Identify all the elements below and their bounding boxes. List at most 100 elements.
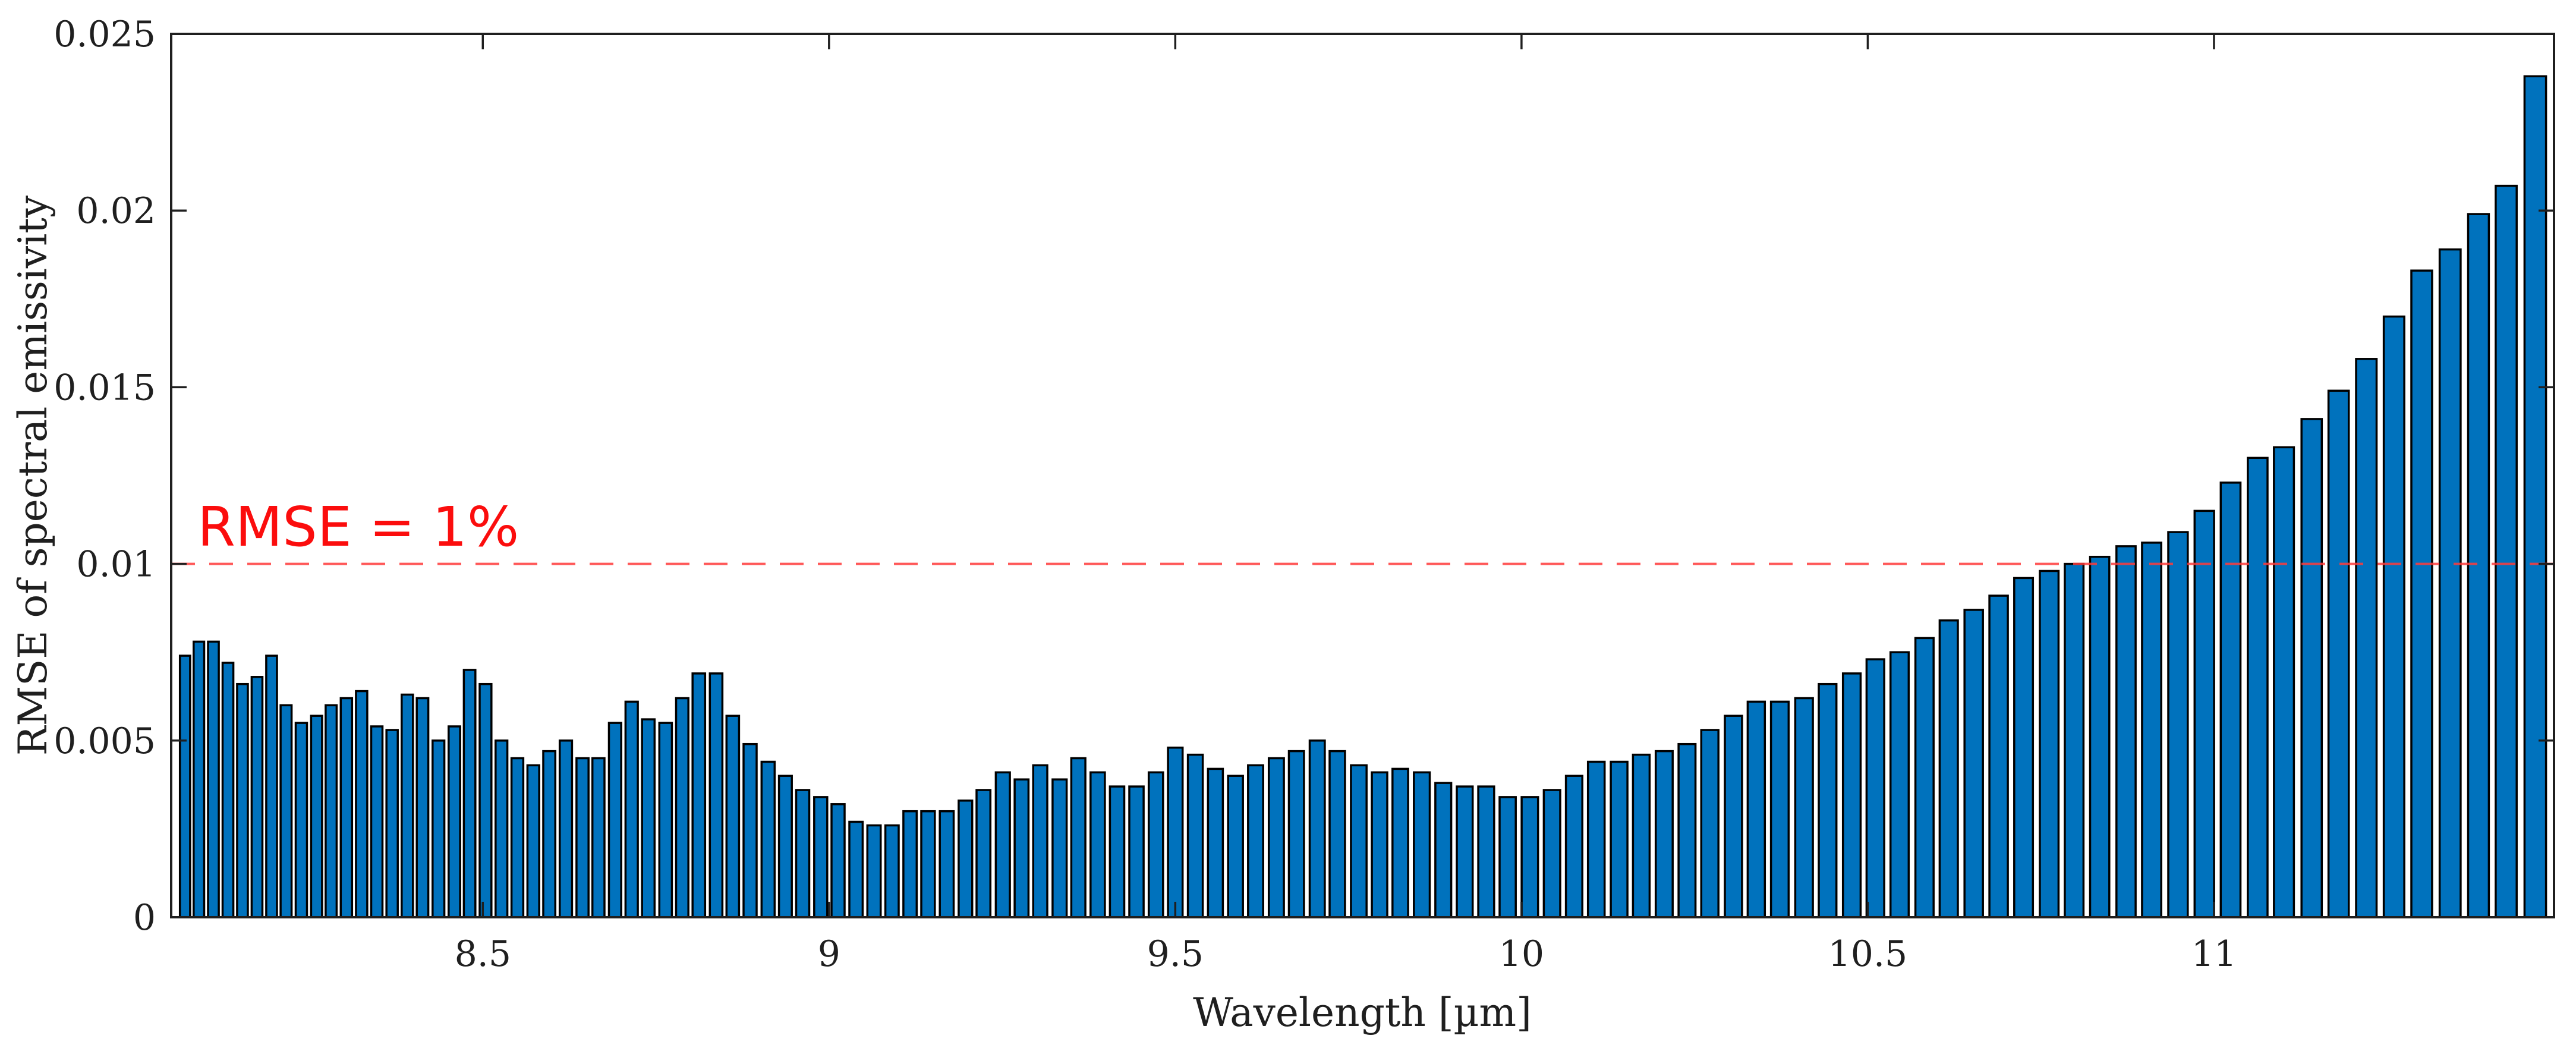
bar [708,672,724,918]
bar [1841,672,1862,918]
bar [1328,750,1346,918]
bar [958,800,974,918]
x-tick-label: 9 [818,933,840,975]
bar [1818,682,1838,918]
bar [607,722,622,918]
bar [777,775,793,918]
bar [462,669,477,918]
bar [975,789,992,918]
bar [2410,269,2433,918]
bar [558,739,574,918]
bar [2141,542,2162,918]
bar [2039,569,2060,918]
bar [848,820,864,918]
bar [1456,785,1474,918]
bar [1914,637,1935,918]
bar [355,690,369,918]
bar [813,796,829,918]
y-tick-label: 0.01 [76,544,156,586]
bar [1371,771,1388,918]
bar [1746,700,1766,918]
bar [2115,545,2137,918]
y-tick-labels: 0 0.005 0.01 0.015 0.02 0.025 [53,14,156,939]
bar [236,682,249,918]
bar [1700,729,1720,918]
bar [1413,771,1431,918]
y-tick-label: 0.02 [76,190,156,232]
bar [1520,796,1539,918]
bar [401,693,414,918]
axis-ticks [171,33,2554,918]
bar [478,682,493,918]
bar [432,739,446,918]
bar [1865,658,1885,918]
bar [221,662,235,918]
bar [866,824,882,918]
y-tick-label: 0.025 [53,14,156,55]
bar [1724,715,1743,918]
x-tick-labels: 8.5 9 9.5 10 10.5 11 [455,933,2237,975]
bar [641,718,656,918]
bar [1089,771,1106,918]
bar [1109,785,1126,918]
x-tick-label: 8.5 [455,933,511,975]
bar [1247,764,1264,918]
bar [1186,753,1204,918]
bar [725,715,741,918]
bar [795,789,811,918]
bar [994,771,1011,918]
bar [742,742,758,918]
y-tick-label: 0.015 [53,367,156,408]
bar [1794,697,1814,918]
bar [675,697,689,918]
bar [1498,796,1517,918]
bar [1586,760,1606,918]
bar [1434,782,1453,918]
bar [2247,457,2269,918]
bar [884,824,900,918]
bar [1167,746,1184,918]
bar [250,676,264,918]
bar [691,672,707,918]
bar [1013,778,1030,918]
bar [415,697,430,918]
bar [2064,562,2085,918]
bar [279,704,293,918]
x-tick-label: 11 [2191,933,2237,975]
bar [1350,764,1368,918]
bar [385,729,399,918]
bar [207,640,220,918]
y-tick-label: 0 [133,897,156,939]
bar [760,760,776,918]
bar [339,697,354,918]
bar [2467,213,2490,918]
bar [1207,767,1224,918]
bar [658,722,673,918]
bars-group [178,75,2547,918]
rmse-threshold-label: RMSE = 1% [197,495,519,559]
bar [1147,771,1164,918]
bar [2013,577,2035,918]
bar [510,757,525,918]
bar [178,654,191,918]
bar [1128,785,1145,918]
bar [1051,778,1068,918]
y-axis-title: RMSE of spectral emissivity [10,195,56,756]
bar [2355,358,2378,918]
x-tick-label: 10 [1499,933,1544,975]
bar [2167,531,2189,918]
bar [325,704,338,918]
bar [448,725,461,918]
bar [1308,739,1326,918]
bar [193,640,206,918]
bar [2327,389,2350,918]
bar [830,803,846,918]
bar [1267,757,1285,918]
bar [591,757,606,918]
bar [1070,757,1087,918]
bar [294,722,308,918]
bar [1542,789,1561,918]
bar [2219,481,2242,918]
bar [310,715,323,918]
